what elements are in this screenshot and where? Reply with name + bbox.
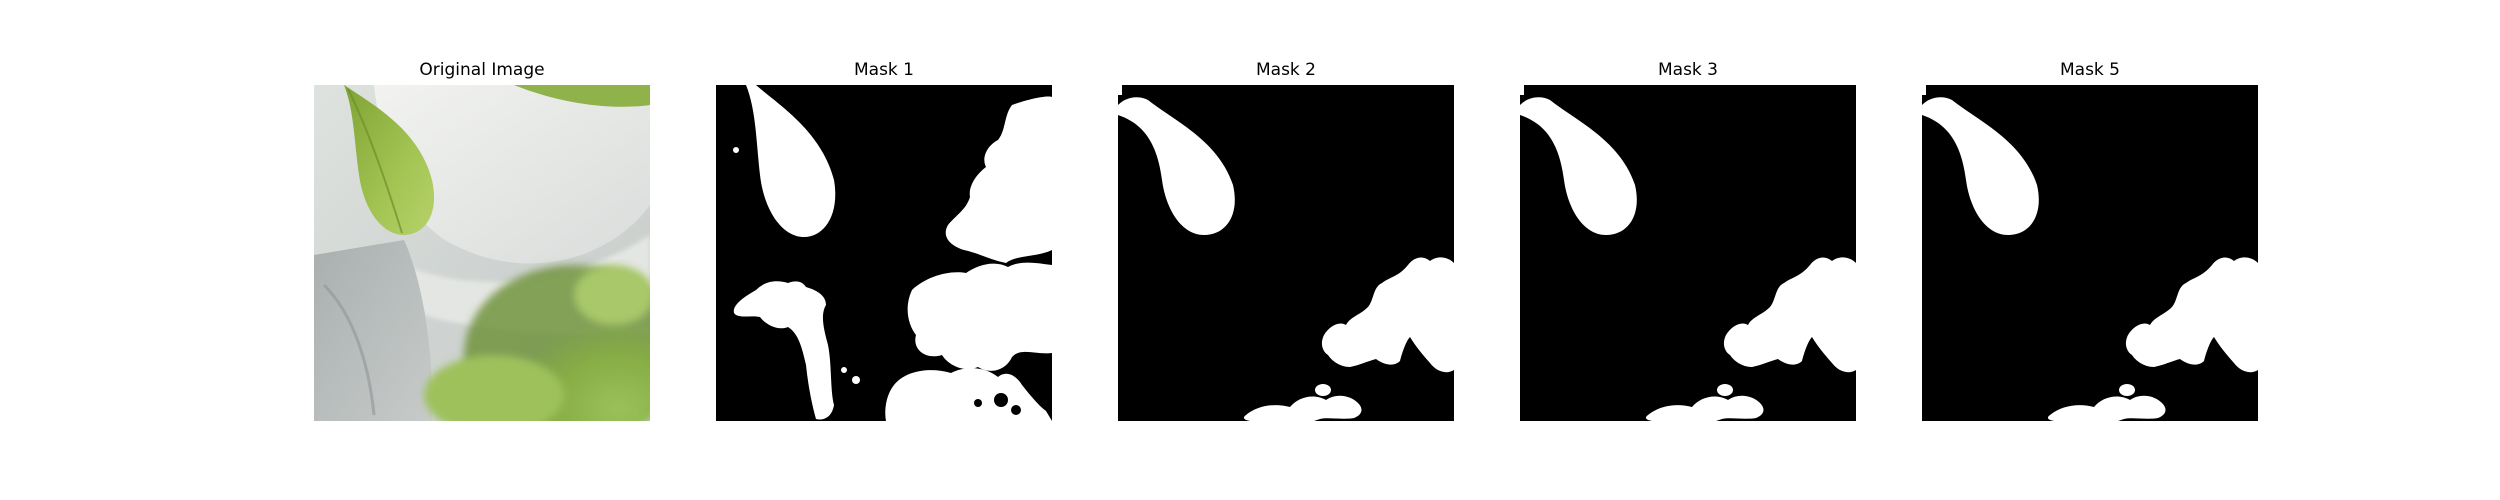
panel-title: Mask 1: [853, 60, 914, 80]
mask-image: [1922, 85, 2258, 421]
panel-mask-3: Mask 3: [1520, 0, 1856, 500]
panel-mask-1: Mask 1: [716, 0, 1052, 500]
panel-title: Mask 5: [2059, 60, 2120, 80]
panel-original: Original Image: [314, 0, 650, 500]
panel-title: Original Image: [419, 60, 545, 80]
panel-title: Mask 2: [1255, 60, 1316, 80]
mask-image: [1520, 85, 1856, 421]
panel-title: Mask 3: [1657, 60, 1718, 80]
original-photo: [314, 85, 650, 421]
panel-mask-2: Mask 2: [1118, 0, 1454, 500]
mask-image: [716, 85, 1052, 421]
mask-image: [1118, 85, 1454, 421]
panel-mask-5: Mask 5: [1922, 0, 2258, 500]
